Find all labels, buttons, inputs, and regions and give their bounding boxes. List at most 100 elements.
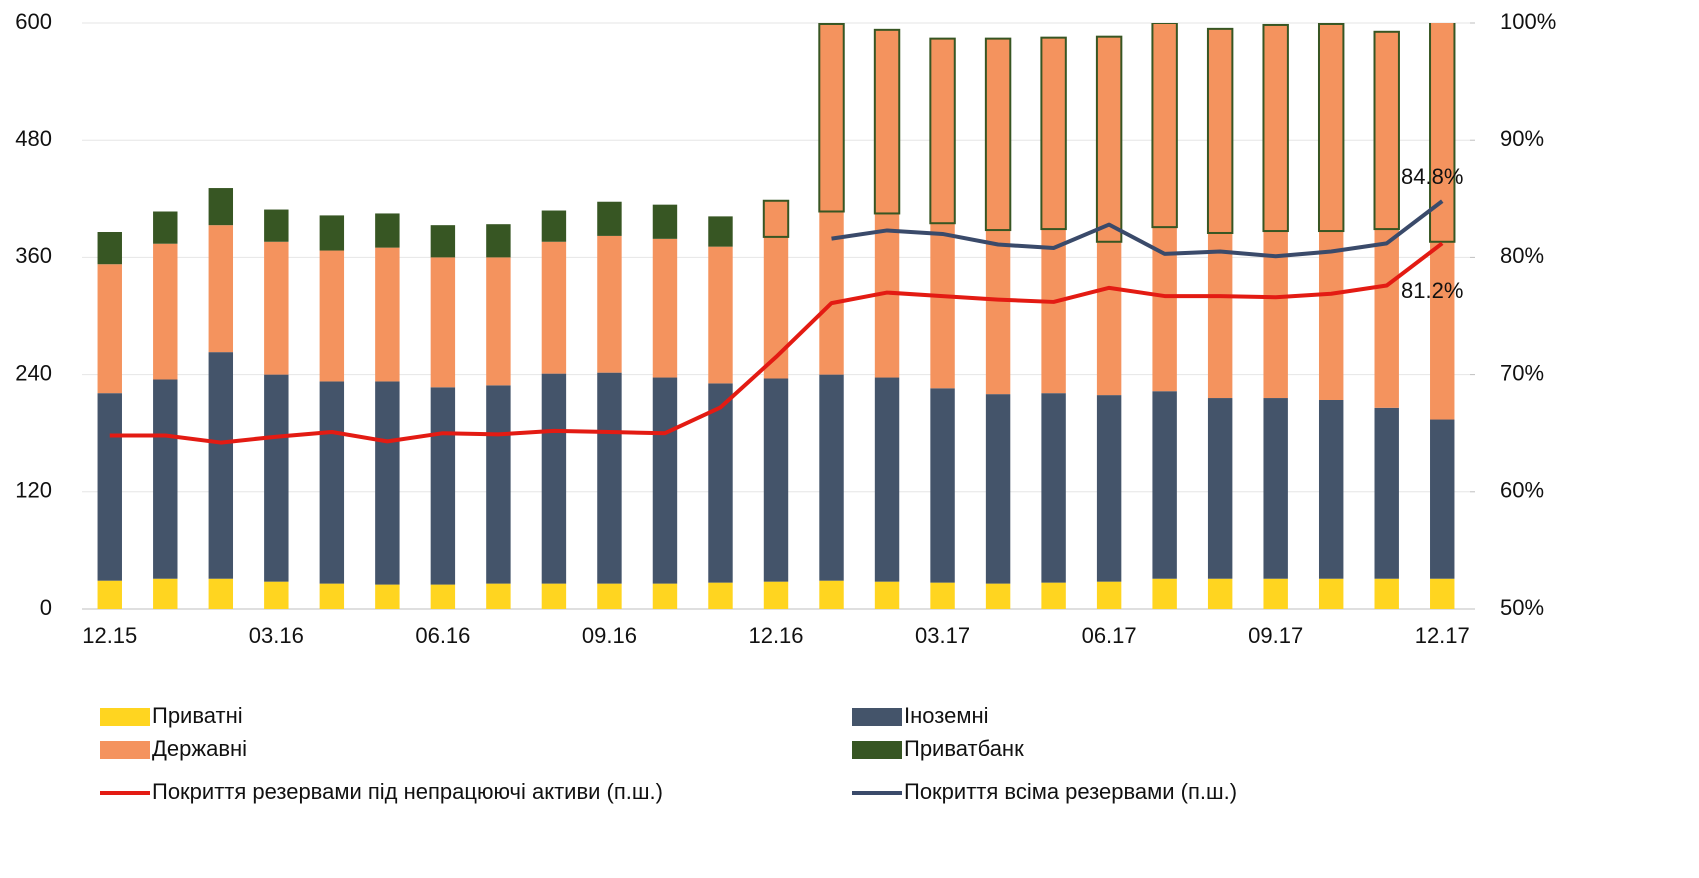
plot: [97, 23, 1456, 609]
x-tick-label: 06.16: [415, 623, 470, 648]
bar: [1262, 23, 1289, 233]
bar: [1151, 23, 1178, 229]
bar: [1040, 36, 1067, 231]
bar: [1206, 27, 1234, 234]
x-tick-label: 09.17: [1248, 623, 1303, 648]
bar: [597, 235, 622, 373]
bar: [97, 232, 122, 265]
bar: [486, 583, 511, 609]
bar: [873, 28, 901, 215]
bar: [708, 383, 733, 583]
legend-label: Приватні: [152, 703, 243, 728]
bar: [763, 378, 789, 582]
y2-tick-label: 100%: [1500, 9, 1556, 34]
bar: [984, 37, 1012, 232]
bar: [264, 581, 289, 609]
bar: [1096, 241, 1122, 396]
bar: [319, 215, 345, 251]
bar: [1263, 578, 1288, 609]
y2-tick-label: 70%: [1500, 360, 1544, 385]
bar: [1152, 578, 1177, 609]
bar: [430, 584, 456, 609]
bar: [153, 211, 178, 244]
x-tick-label: 12.15: [82, 623, 137, 648]
bar: [430, 387, 456, 585]
bar: [153, 578, 178, 609]
bar: [1096, 581, 1122, 609]
bar: [208, 225, 234, 353]
data-label: 84.8%: [1401, 164, 1463, 189]
y-tick-label: 240: [15, 360, 52, 385]
bar: [652, 238, 678, 378]
bar: [541, 210, 567, 242]
y-tick-label: 480: [15, 126, 52, 151]
bar: [930, 388, 955, 583]
bar: [208, 188, 234, 226]
bar: [1095, 35, 1123, 243]
y-tick-label: 360: [15, 243, 52, 268]
x-tick-label: 06.17: [1082, 623, 1137, 648]
bar: [1374, 229, 1399, 408]
bar: [708, 246, 733, 384]
bar: [1430, 419, 1455, 579]
bar: [1318, 399, 1344, 579]
bar: [597, 372, 622, 584]
bar: [652, 204, 678, 239]
bar: [874, 581, 900, 609]
bar: [1318, 231, 1344, 400]
bar: [319, 250, 345, 382]
y2-tick-label: 90%: [1500, 126, 1544, 151]
legend-swatch: [852, 708, 902, 726]
legend-swatch: [100, 708, 150, 726]
bar: [97, 264, 122, 394]
legend-label: Покриття резервами під непрацюючі активи…: [152, 779, 663, 804]
bar: [486, 385, 511, 584]
bar: [375, 247, 400, 382]
legend-label: Іноземні: [904, 703, 989, 728]
legend-swatch: [100, 741, 150, 759]
bar: [153, 379, 178, 579]
bar: [375, 213, 400, 248]
bar: [153, 243, 178, 380]
bar: [985, 394, 1011, 584]
bar: [430, 225, 456, 258]
line: [831, 199, 1444, 259]
y-tick-label: 0: [40, 595, 52, 620]
x-tick-label: 03.16: [249, 623, 304, 648]
bar: [1152, 391, 1177, 579]
y2-tick-label: 80%: [1500, 243, 1544, 268]
bar: [929, 37, 956, 225]
bar: [1207, 232, 1233, 399]
bar: [486, 257, 511, 386]
bar: [541, 583, 567, 609]
bar: [818, 23, 845, 213]
bar: [1207, 398, 1233, 579]
bar: [1263, 231, 1288, 399]
bar: [264, 374, 289, 582]
x-tick-label: 09.16: [582, 623, 637, 648]
bar: [1374, 407, 1399, 579]
data-label: 81.2%: [1401, 278, 1463, 303]
bar: [375, 584, 400, 609]
legend-swatch: [852, 741, 902, 759]
y-tick-label: 600: [15, 9, 52, 34]
x-tick-label: 12.17: [1415, 623, 1470, 648]
bar: [208, 352, 234, 579]
bar: [264, 241, 289, 375]
bar: [1041, 393, 1066, 583]
bar: [930, 582, 955, 609]
bar: [1318, 578, 1344, 609]
bar: [1207, 578, 1233, 609]
bar: [1374, 578, 1399, 609]
bar: [708, 216, 733, 247]
bar: [1096, 395, 1122, 582]
bar: [763, 581, 789, 609]
bar: [930, 223, 955, 389]
bar: [874, 377, 900, 582]
bar: [819, 580, 844, 609]
bar: [1317, 23, 1345, 233]
bar: [652, 377, 678, 584]
line: [109, 241, 1444, 445]
y2-tick-label: 50%: [1500, 595, 1544, 620]
bar: [208, 578, 234, 609]
